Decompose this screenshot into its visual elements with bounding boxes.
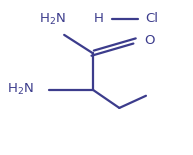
- Text: H$_2$N: H$_2$N: [39, 12, 66, 27]
- Text: O: O: [145, 34, 155, 47]
- Text: Cl: Cl: [145, 12, 158, 25]
- Text: H$_2$N: H$_2$N: [7, 82, 34, 97]
- Text: H: H: [93, 12, 103, 25]
